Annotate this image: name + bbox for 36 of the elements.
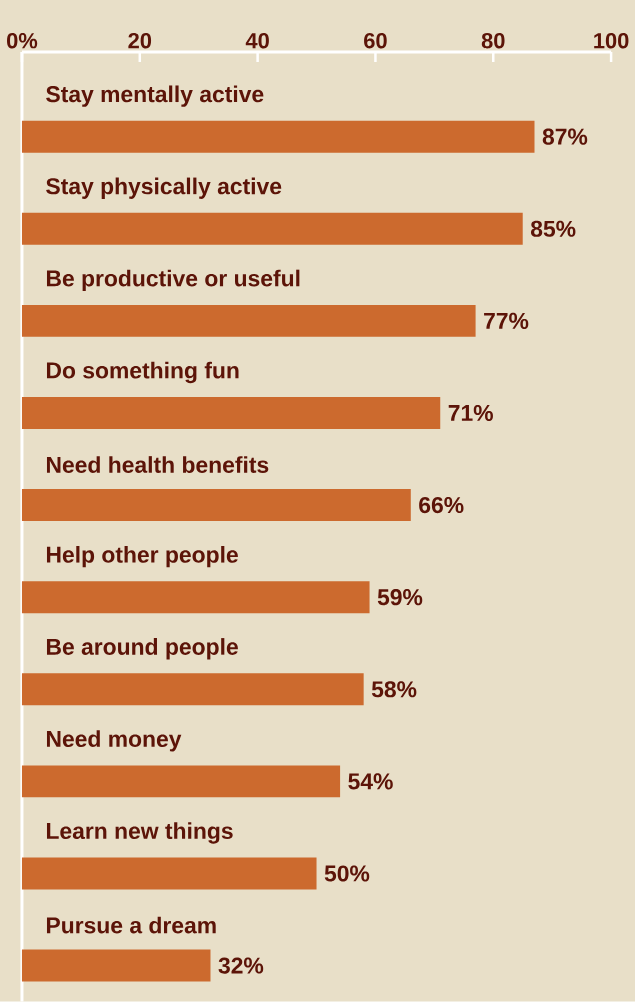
x-tick-label: 0% xyxy=(6,32,38,49)
data-label: 87% xyxy=(542,128,588,145)
bar xyxy=(21,673,364,706)
x-tick-label: 100 xyxy=(594,32,629,49)
y-tick-label: Do something fun xyxy=(46,361,239,384)
data-label: 58% xyxy=(371,681,417,698)
data-label: 32% xyxy=(218,957,264,974)
y-tick-label: Need money xyxy=(46,730,182,752)
bar xyxy=(21,857,317,890)
bar xyxy=(21,304,476,337)
y-tick-label: Need health benefits xyxy=(46,456,269,473)
bar xyxy=(21,212,523,245)
data-label: 66% xyxy=(419,496,464,514)
data-label: 59% xyxy=(377,589,423,606)
data-label: 71% xyxy=(448,404,493,422)
data-label: 77% xyxy=(484,312,529,329)
bar xyxy=(21,581,370,614)
y-tick-label: Be productive or useful xyxy=(46,269,300,291)
y-tick-label: Help other people xyxy=(46,545,238,568)
data-label: 54% xyxy=(348,773,393,790)
data-label: 50% xyxy=(324,865,370,882)
bar xyxy=(21,120,535,153)
bar xyxy=(21,396,441,429)
y-tick-label: Stay mentally active xyxy=(46,85,264,107)
y-tick-label: Stay physically active xyxy=(46,177,282,199)
x-tick-label: 40 xyxy=(245,32,269,49)
y-tick-label: Be around people xyxy=(46,638,238,660)
bar xyxy=(21,489,411,522)
x-tick-label: 80 xyxy=(481,32,505,49)
bar xyxy=(21,765,341,798)
bar xyxy=(21,949,211,982)
data-label: 85% xyxy=(530,220,576,237)
x-tick-label: 20 xyxy=(128,32,152,49)
y-tick-label: Learn new things xyxy=(46,822,233,844)
x-tick-label: 60 xyxy=(364,32,387,49)
y-tick-label: Pursue a dream xyxy=(46,916,216,934)
